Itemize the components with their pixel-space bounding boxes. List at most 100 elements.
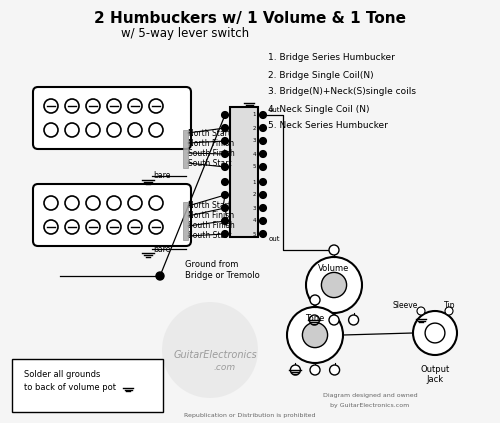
Circle shape <box>260 231 266 237</box>
Circle shape <box>128 123 142 137</box>
Circle shape <box>413 311 457 355</box>
Circle shape <box>222 179 228 186</box>
Circle shape <box>107 196 121 210</box>
Text: 2 Humbuckers w/ 1 Volume & 1 Tone: 2 Humbuckers w/ 1 Volume & 1 Tone <box>94 11 406 25</box>
Circle shape <box>149 123 163 137</box>
Text: Tone: Tone <box>306 314 324 323</box>
Text: North Finish: North Finish <box>188 138 234 148</box>
Circle shape <box>65 220 79 234</box>
Circle shape <box>86 99 100 113</box>
Text: bare: bare <box>153 171 170 181</box>
Circle shape <box>86 196 100 210</box>
Bar <box>183 130 188 168</box>
Circle shape <box>322 272 346 298</box>
Text: South Start: South Start <box>188 159 232 168</box>
Circle shape <box>44 123 58 137</box>
Text: 2. Bridge Single Coil(N): 2. Bridge Single Coil(N) <box>268 71 374 80</box>
Circle shape <box>425 323 445 343</box>
Circle shape <box>260 164 266 170</box>
Circle shape <box>86 220 100 234</box>
Text: 1: 1 <box>252 179 256 184</box>
Text: 5: 5 <box>252 165 256 170</box>
Bar <box>183 202 188 240</box>
Circle shape <box>348 315 358 325</box>
Text: 5. Neck Series Humbucker: 5. Neck Series Humbucker <box>268 121 388 131</box>
Bar <box>230 107 258 237</box>
Circle shape <box>260 124 266 132</box>
Text: 1. Bridge Series Humbucker: 1. Bridge Series Humbucker <box>268 53 395 63</box>
FancyBboxPatch shape <box>33 87 191 149</box>
Circle shape <box>107 220 121 234</box>
Circle shape <box>287 307 343 363</box>
Circle shape <box>260 179 266 186</box>
Circle shape <box>310 365 320 375</box>
Circle shape <box>86 123 100 137</box>
Text: bare: bare <box>153 244 170 253</box>
Circle shape <box>222 112 228 118</box>
Circle shape <box>222 217 228 225</box>
Text: South Finish: South Finish <box>188 222 235 231</box>
Text: w/ 5-way lever switch: w/ 5-way lever switch <box>121 27 249 41</box>
Circle shape <box>445 307 453 315</box>
Circle shape <box>222 137 228 145</box>
Circle shape <box>310 315 320 325</box>
Text: 3: 3 <box>252 138 256 143</box>
Circle shape <box>149 99 163 113</box>
Text: Volume: Volume <box>318 264 350 273</box>
Text: 2: 2 <box>252 192 256 198</box>
Text: Solder all grounds
to back of volume pot: Solder all grounds to back of volume pot <box>24 370 116 392</box>
Text: Diagram designed and owned: Diagram designed and owned <box>322 393 418 398</box>
Circle shape <box>128 220 142 234</box>
Circle shape <box>306 257 362 313</box>
Circle shape <box>44 196 58 210</box>
Circle shape <box>222 124 228 132</box>
Text: North Start: North Start <box>188 201 231 211</box>
Text: GuitarElectronics: GuitarElectronics <box>173 350 257 360</box>
Circle shape <box>222 231 228 237</box>
Circle shape <box>149 196 163 210</box>
Text: South Start: South Start <box>188 231 232 241</box>
Text: .com: .com <box>214 363 236 373</box>
Circle shape <box>156 272 164 280</box>
Text: out: out <box>269 236 280 242</box>
Text: out: out <box>269 107 280 113</box>
FancyBboxPatch shape <box>33 184 191 246</box>
Circle shape <box>65 123 79 137</box>
Circle shape <box>417 307 425 315</box>
Circle shape <box>329 245 339 255</box>
Text: by GuitarElectronics.com: by GuitarElectronics.com <box>330 403 409 407</box>
Circle shape <box>290 365 300 375</box>
Circle shape <box>107 123 121 137</box>
Text: 3. Bridge(N)+Neck(S)single coils: 3. Bridge(N)+Neck(S)single coils <box>268 88 416 96</box>
Circle shape <box>260 151 266 157</box>
Circle shape <box>65 99 79 113</box>
Text: Ground from
Bridge or Tremolo: Ground from Bridge or Tremolo <box>185 260 260 280</box>
Circle shape <box>329 315 339 325</box>
Circle shape <box>128 196 142 210</box>
Text: 4. Neck Single Coil (N): 4. Neck Single Coil (N) <box>268 104 370 113</box>
Circle shape <box>260 112 266 118</box>
Circle shape <box>128 99 142 113</box>
Circle shape <box>44 220 58 234</box>
Circle shape <box>302 322 328 348</box>
Text: 1: 1 <box>252 113 256 118</box>
Text: Republication or Distribution is prohibited: Republication or Distribution is prohibi… <box>184 412 316 418</box>
Circle shape <box>260 204 266 212</box>
Text: Output
Jack: Output Jack <box>420 365 450 385</box>
Text: Tip: Tip <box>444 300 456 310</box>
Text: Sleeve: Sleeve <box>392 300 417 310</box>
Circle shape <box>310 295 320 305</box>
Text: 2: 2 <box>252 126 256 131</box>
Circle shape <box>260 217 266 225</box>
Circle shape <box>330 365 340 375</box>
Circle shape <box>44 99 58 113</box>
Text: North Start: North Start <box>188 129 231 137</box>
FancyBboxPatch shape <box>12 359 163 412</box>
Circle shape <box>260 192 266 198</box>
Circle shape <box>65 196 79 210</box>
Circle shape <box>222 164 228 170</box>
Text: 4: 4 <box>252 219 256 223</box>
Text: North Finish: North Finish <box>188 212 234 220</box>
Text: South Finish: South Finish <box>188 148 235 157</box>
Circle shape <box>149 220 163 234</box>
